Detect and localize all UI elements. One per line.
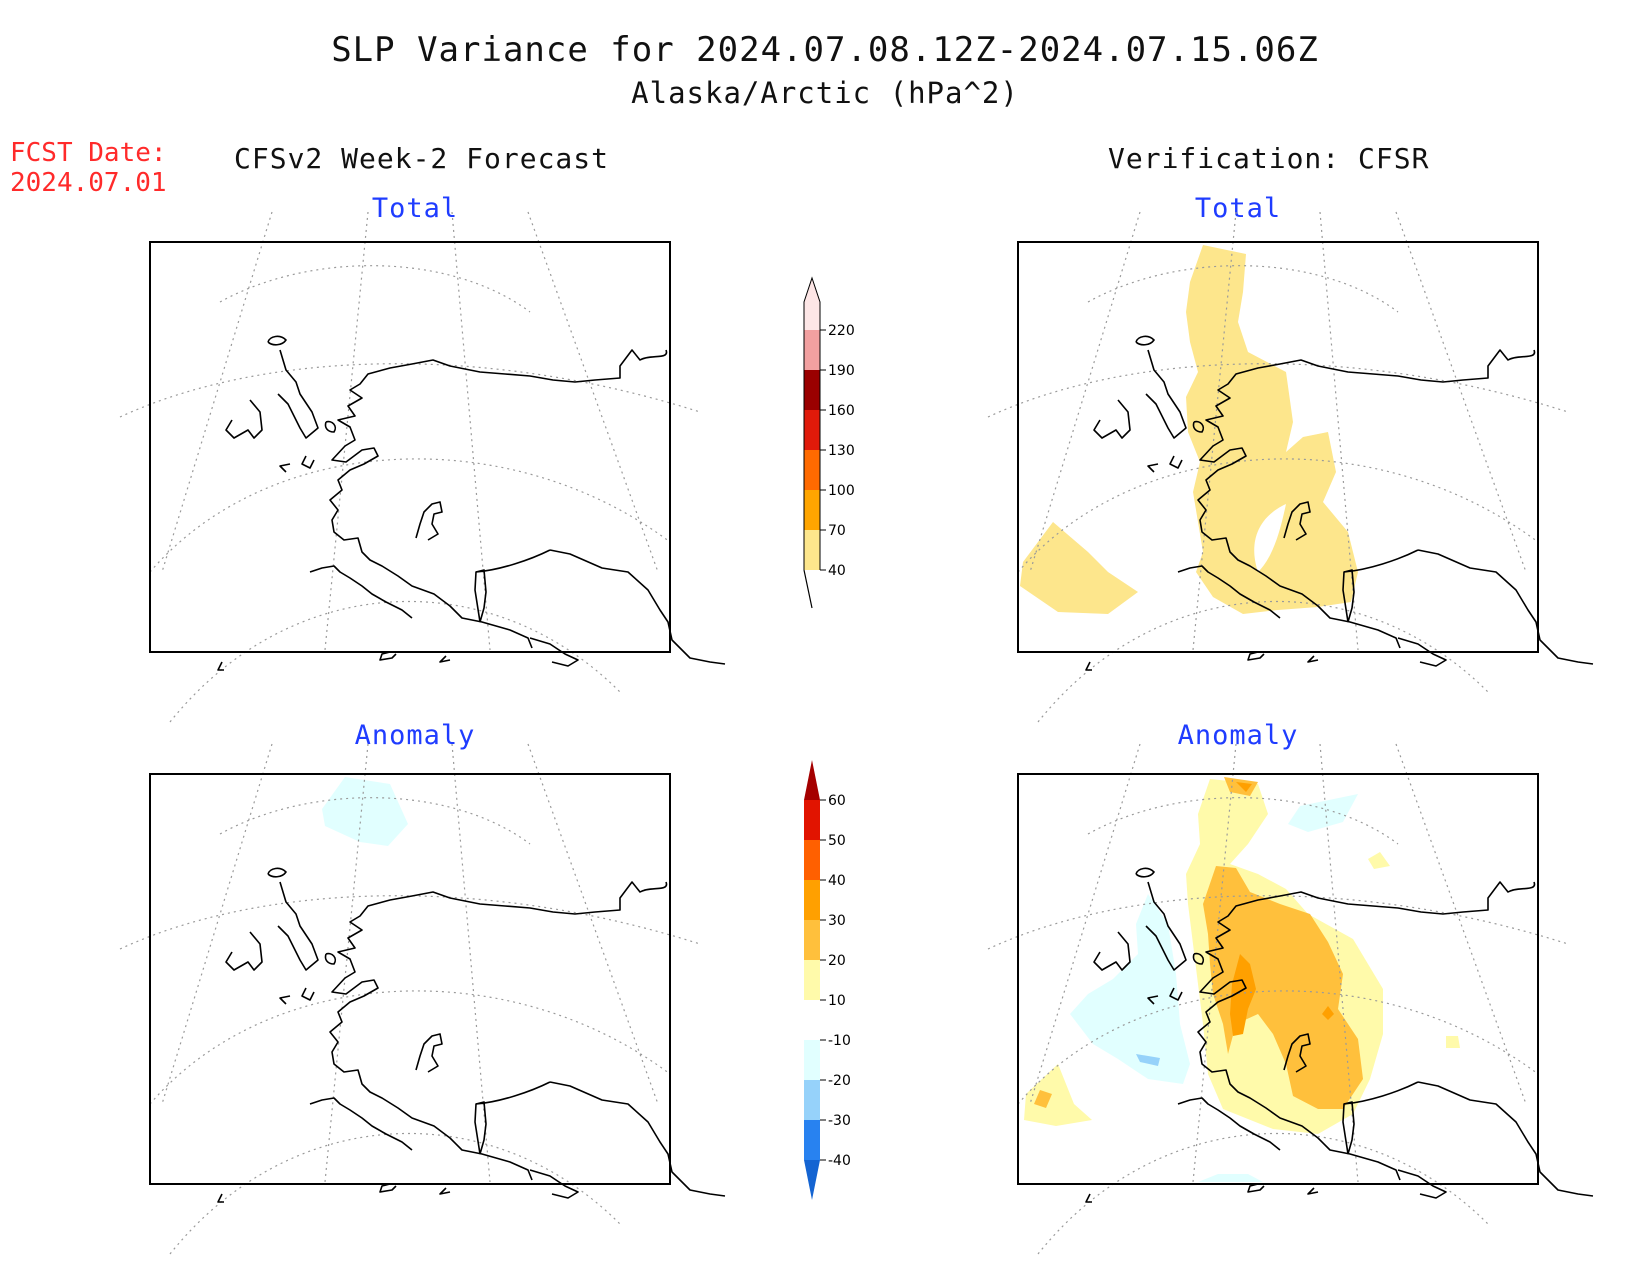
map-panel-verification-anomaly [987, 743, 1594, 1255]
colorbar-total-tail-low [803, 569, 813, 609]
forecast-date-label: FCST Date: [10, 138, 167, 168]
colorbar-anomaly-tick-label: -20 [828, 1073, 851, 1089]
colorbar-total-bin-5 [804, 330, 820, 370]
map-panel-forecast-anomaly [119, 743, 726, 1255]
map-panel-forecast-total [119, 211, 726, 723]
panel-title-top-right: Total [1194, 193, 1282, 224]
colorbar-anomaly-bin-3 [804, 1040, 820, 1080]
map-frame [149, 773, 671, 1185]
map-background [150, 774, 670, 1184]
left-column-title: CFSv2 Week-2 Forecast [234, 142, 610, 175]
sub-title: Alaska/Arctic (hPa^2) [631, 76, 1019, 110]
shading-minus10-minus20 [322, 777, 408, 846]
colorbar-anomaly-tick-label: -40 [828, 1153, 851, 1169]
colorbar-total-outline [803, 276, 821, 570]
colorbar-total-bin-1 [804, 490, 820, 530]
shading-40-70 [1020, 245, 1358, 614]
shading-anomaly-30-40 [1230, 782, 1334, 1036]
map-frame [1017, 241, 1539, 653]
colorbar-total-bin-3 [804, 410, 820, 450]
colorbar-anomaly [804, 760, 820, 1200]
colorbar-total-labels: 40 70 100 130 160 190 220 [820, 323, 855, 579]
colorbar-total-tick-label: 160 [828, 403, 855, 419]
colorbar-total-bin-6 [804, 278, 820, 330]
colorbar-anomaly-bin-4 [804, 1000, 820, 1040]
colorbar-total-tick-label: 130 [828, 443, 855, 459]
colorbar-anomaly-bin-8 [804, 840, 820, 880]
colorbar-total-tick-label: 190 [828, 363, 855, 379]
colorbar-anomaly-tick-label: 30 [828, 913, 846, 929]
panel-title-bottom-left: Anomaly [354, 720, 476, 751]
colorbar-total-tick-label: 100 [828, 483, 855, 499]
map-background [150, 242, 670, 652]
map-panel-verification-total [987, 211, 1594, 723]
colorbar-anomaly-bin-0 [804, 1160, 820, 1200]
colorbar-anomaly-tick-label: 10 [828, 993, 846, 1009]
colorbar-anomaly-tick-label: -10 [828, 1033, 851, 1049]
colorbar-total-tick-label: 220 [828, 323, 855, 339]
colorbar-total-bin-0 [804, 530, 820, 570]
colorbar-total-bin-2 [804, 450, 820, 490]
colorbar-anomaly-bin-10 [804, 760, 820, 800]
colorbar-anomaly-bin-6 [804, 920, 820, 960]
shading-anomaly-negative [1070, 794, 1358, 1182]
colorbar-anomaly-tick-label: 40 [828, 873, 846, 889]
colorbar-total-tick-label: 70 [828, 523, 846, 539]
colorbar-anomaly-bin-9 [804, 800, 820, 840]
main-title: SLP Variance for 2024.07.08.12Z-2024.07.… [331, 30, 1319, 70]
forecast-date: FCST Date: 2024.07.01 [10, 138, 167, 198]
map-frame [149, 241, 671, 653]
colorbar-anomaly-bin-5 [804, 960, 820, 1000]
colorbar-anomaly-tick-label: 60 [828, 793, 846, 809]
colorbar-total [803, 276, 821, 609]
colorbar-anomaly-tick-label: -30 [828, 1113, 851, 1129]
colorbar-total-bin-4 [804, 370, 820, 410]
right-column-title: Verification: CFSR [1108, 142, 1430, 175]
colorbar-anomaly-tick-label: 20 [828, 953, 846, 969]
map-frame [1017, 773, 1539, 1185]
colorbar-total-tick-label: 40 [828, 563, 846, 579]
colorbar-anomaly-bin-1 [804, 1120, 820, 1160]
colorbar-anomaly-labels: -40 -30 -20 -10 10 20 30 40 50 60 [820, 793, 851, 1169]
colorbar-anomaly-bin-7 [804, 880, 820, 920]
panel-title-top-left: Total [371, 193, 459, 224]
panel-title-bottom-right: Anomaly [1177, 720, 1299, 751]
colorbar-anomaly-bin-2 [804, 1080, 820, 1120]
colorbar-anomaly-tick-label: 50 [828, 833, 846, 849]
forecast-date-value: 2024.07.01 [10, 168, 167, 198]
